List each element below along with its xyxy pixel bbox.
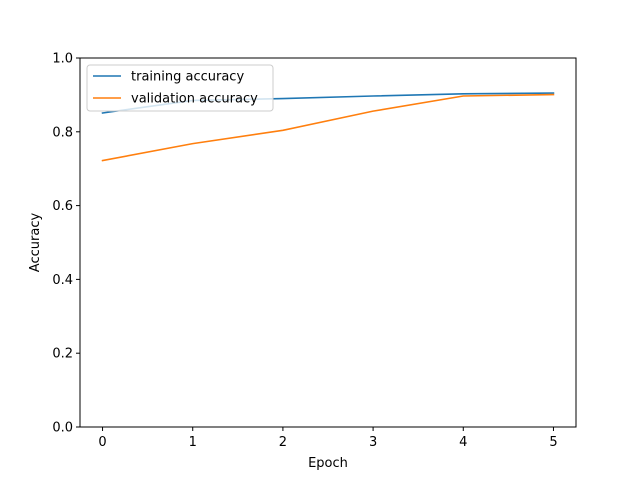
x-tick-label: 0	[98, 435, 106, 450]
y-tick-label: 0.8	[52, 125, 73, 140]
x-tick-label: 3	[369, 435, 377, 450]
legend-entry-label: training accuracy	[131, 70, 244, 85]
x-axis-label: Epoch	[308, 456, 348, 471]
y-tick-label: 0.2	[52, 347, 73, 362]
y-axis-ticks: 0.0 0.2 0.4 0.6 0.8 1.0	[52, 52, 80, 436]
legend: training accuracy validation accuracy	[86, 64, 274, 112]
y-tick-label: 0.0	[52, 421, 73, 436]
y-axis-label: Accuracy	[28, 213, 43, 273]
x-tick-label: 4	[459, 435, 467, 450]
y-tick-label: 0.6	[52, 199, 73, 214]
legend-entry-label: validation accuracy	[131, 92, 258, 107]
x-axis-ticks: 0 1 2 3 4 5	[98, 427, 558, 450]
axes-frame	[79, 57, 577, 428]
legend-box	[86, 64, 274, 112]
x-tick-label: 2	[279, 435, 287, 450]
x-tick-label: 5	[549, 435, 557, 450]
series-line-validation-accuracy	[101, 93, 555, 162]
x-tick-label: 1	[189, 435, 197, 450]
y-tick-label: 0.4	[52, 273, 73, 288]
plot-area	[79, 57, 577, 428]
y-tick-label: 1.0	[52, 52, 73, 67]
